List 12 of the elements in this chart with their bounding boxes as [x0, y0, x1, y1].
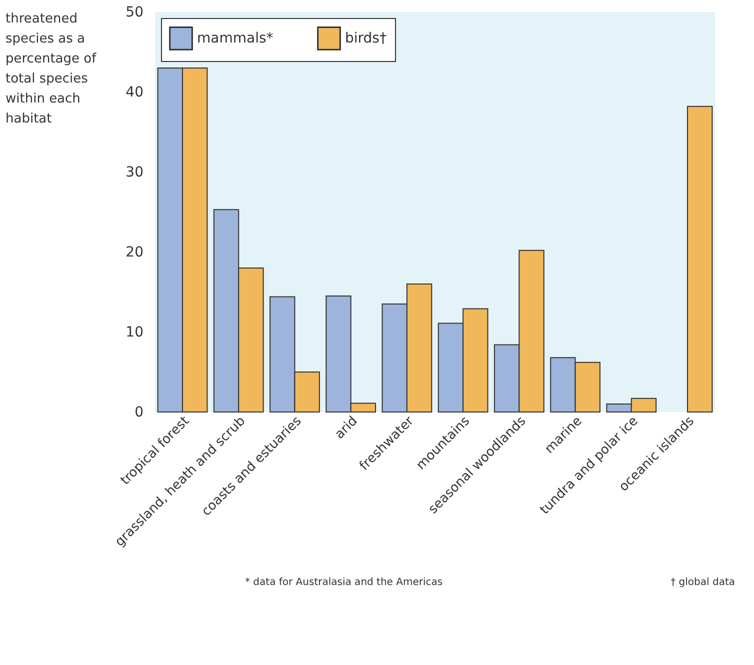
y-tick-label: 30 — [126, 164, 144, 180]
y-axis-title: threatened species as a percentage of total species within each habitat — [6, 12, 97, 126]
y-tick-label: 0 — [134, 404, 144, 420]
y-tick-label: 20 — [126, 244, 144, 260]
text: * data for Australasia and the Americas — [245, 577, 443, 588]
y-tick-label: 10 — [126, 324, 144, 340]
text: † global data — [670, 577, 735, 588]
legend-label: mammals* — [197, 30, 274, 46]
y-tick-label: 50 — [126, 4, 144, 20]
y-tick-label: 40 — [126, 84, 144, 100]
legend-label: birds† — [345, 30, 386, 46]
bar — [687, 106, 713, 412]
